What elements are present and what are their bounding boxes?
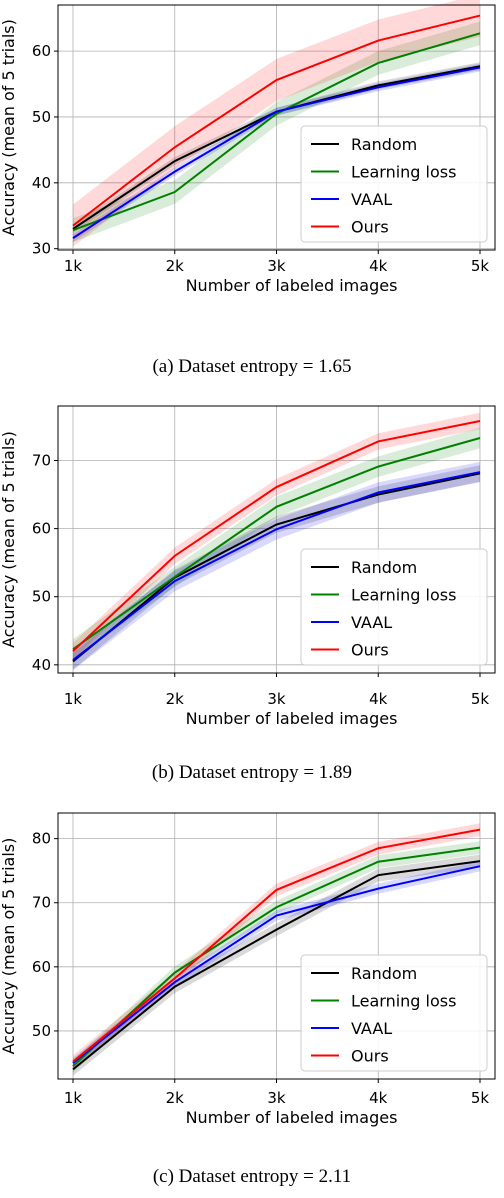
series-line	[72, 828, 481, 1063]
y-tick-label: 60	[32, 958, 51, 976]
y-axis-label: Accuracy (mean of 5 trials)	[0, 19, 18, 236]
chart-panel-a: 1k 2k 3k 4k 5k 30 40 50 60 Number of labeled imag…	[0, 0, 504, 390]
x-tick-label: 5k	[471, 1089, 490, 1107]
legend-label: VAAL	[351, 613, 392, 632]
caption-a: (a) Dataset entropy = 1.65	[152, 356, 352, 377]
legend-label: Ours	[351, 641, 389, 660]
x-axis-label: Number of labeled images	[186, 276, 398, 295]
x-tick-label: 3k	[267, 1089, 286, 1107]
legend-label: Learning loss	[351, 586, 456, 605]
y-tick-label: 50	[32, 1022, 51, 1040]
x-tick-label: 4k	[369, 257, 388, 275]
x-tick-label: 3k	[267, 690, 286, 708]
y-tick-label: 50	[32, 588, 51, 606]
y-tick-label: 70	[32, 894, 51, 912]
confidence-band	[73, 21, 480, 243]
legend-label: Learning loss	[351, 992, 456, 1011]
y-axis-label: Accuracy (mean of 5 trials)	[0, 431, 18, 648]
caption-b: (b) Dataset entropy = 1.89	[151, 762, 353, 783]
series-line	[72, 420, 481, 652]
x-tick-label: 1k	[64, 257, 83, 275]
x-tick-label: 1k	[64, 1089, 83, 1107]
x-axis-label: Number of labeled images	[186, 1108, 398, 1127]
chart-a: 1k 2k 3k 4k 5k 30 40 50 60 Number of labeled imag…	[0, 0, 496, 295]
y-tick-label: 60	[32, 42, 51, 60]
legend-label: Random	[351, 558, 417, 577]
chart-b: 1k 2k 3k 4k 5k 40 50 60 70 Number of labeled imag…	[0, 405, 496, 728]
legend-label: Learning loss	[351, 163, 456, 182]
x-tick-label: 5k	[471, 257, 490, 275]
series-line	[72, 32, 481, 232]
series-line	[72, 846, 481, 1067]
x-tick-label: 1k	[64, 690, 83, 708]
y-tick-label: 50	[32, 108, 51, 126]
caption-c: (c) Dataset entropy = 2.11	[152, 1166, 352, 1187]
y-tick-label: 70	[32, 451, 51, 469]
confidence-band	[73, 427, 480, 660]
x-tick-label: 2k	[166, 1089, 185, 1107]
legend-box	[300, 125, 488, 243]
legend-label: VAAL	[351, 1019, 392, 1038]
x-tick-label: 5k	[471, 690, 490, 708]
y-tick-label: 40	[32, 174, 51, 192]
legend-label: VAAL	[351, 190, 392, 209]
series-line	[72, 865, 481, 1064]
x-tick-label: 2k	[166, 690, 185, 708]
x-axis-label: Number of labeled images	[186, 709, 398, 728]
chart-panel-b: 1k 2k 3k 4k 5k 40 50 60 70 Number of labeled imag…	[0, 400, 504, 795]
legend-label: Random	[351, 964, 417, 983]
x-tick-label: 4k	[369, 690, 388, 708]
series-line	[72, 437, 481, 650]
legend-box	[300, 954, 488, 1072]
series-line	[72, 860, 481, 1071]
y-tick-label: 30	[32, 240, 51, 258]
y-tick-label: 40	[32, 656, 51, 674]
series-line	[72, 472, 481, 663]
y-tick-label: 80	[32, 830, 51, 848]
confidence-band	[73, 465, 480, 670]
legend-label: Ours	[351, 218, 389, 237]
legend-label: Ours	[351, 1047, 389, 1066]
x-tick-label: 3k	[267, 257, 286, 275]
y-tick-label: 60	[32, 520, 51, 538]
legend-box	[300, 548, 488, 666]
series-line	[72, 471, 481, 661]
legend-label: Random	[351, 135, 417, 154]
chart-panel-c: 1k 2k 3k 4k 5k 50 60 70 80 Number of labeled imag…	[0, 803, 504, 1198]
series-line	[72, 14, 481, 227]
x-tick-label: 4k	[369, 1089, 388, 1107]
y-axis-label: Accuracy (mean of 5 trials)	[0, 838, 18, 1055]
x-tick-label: 2k	[166, 257, 185, 275]
series-line	[72, 66, 481, 239]
chart-c: 1k 2k 3k 4k 5k 50 60 70 80 Number of labeled imag…	[0, 812, 496, 1127]
